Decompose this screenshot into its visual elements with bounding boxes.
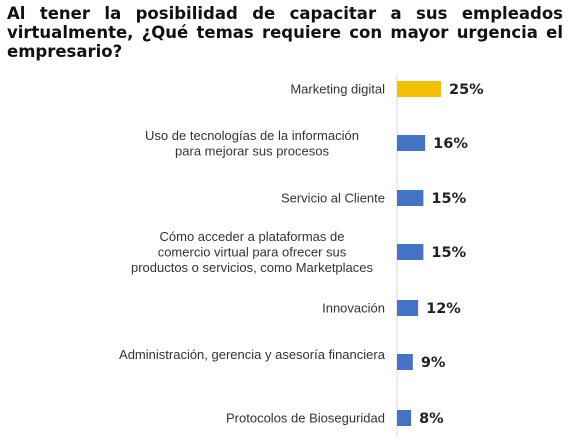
category-label-5: Administración, gerencia y asesoría fina… — [119, 347, 386, 362]
bar-3 — [397, 244, 424, 260]
value-label-1: 16% — [433, 136, 468, 152]
bar-0 — [397, 81, 441, 97]
bar-1 — [397, 135, 426, 151]
chart-title: Al tener la posibilidad de capacitar a s… — [7, 4, 563, 61]
bar-6 — [397, 410, 412, 426]
category-label-4: Innovación — [322, 301, 385, 316]
value-label-3: 15% — [431, 245, 466, 261]
category-label-2: Servicio al Cliente — [281, 191, 385, 206]
category-label-1: Uso de tecnologías de la información para… — [145, 128, 359, 159]
value-label-5: 9% — [421, 355, 446, 371]
value-label-4: 12% — [426, 301, 461, 317]
category-label-0: Marketing digital — [290, 82, 385, 97]
bar-4 — [397, 300, 419, 316]
value-label-2: 15% — [431, 191, 466, 207]
category-label-3: Cómo acceder a plataformas de comercio vi… — [131, 229, 374, 275]
value-label-6: 8% — [419, 411, 444, 427]
value-label-0: 25% — [449, 82, 484, 98]
bar-5 — [397, 354, 413, 370]
category-label-6: Protocolos de Bioseguridad — [226, 411, 385, 426]
bar-2 — [397, 190, 424, 206]
